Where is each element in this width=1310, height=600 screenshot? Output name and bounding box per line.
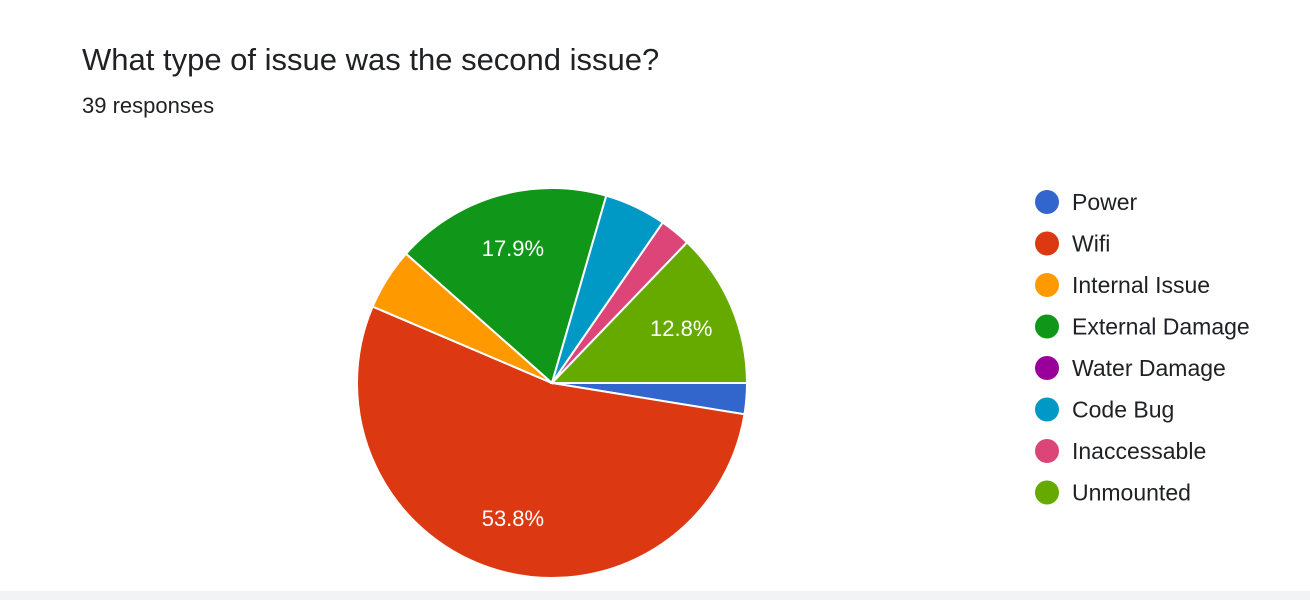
- pie-labels: 53.8% 17.9% 12.8%: [482, 236, 713, 531]
- pie-slice-external-damage[interactable]: [404, 187, 608, 385]
- question-title: What type of issue was the second issue?: [82, 42, 660, 77]
- legend-label: Water Damage: [1072, 355, 1226, 381]
- legend-label: Wifi: [1072, 231, 1110, 257]
- legend-swatch: [1035, 273, 1059, 297]
- legend-label: Power: [1072, 189, 1138, 215]
- legend-swatch: [1035, 439, 1059, 463]
- legend-label: External Damage: [1072, 314, 1250, 340]
- legend-item-water-damage[interactable]: Water Damage: [1035, 355, 1226, 381]
- pie-slice-wifi[interactable]: [356, 305, 746, 579]
- legend-item-inaccessable[interactable]: Inaccessable: [1035, 438, 1206, 464]
- legend-swatch: [1035, 190, 1059, 214]
- bottom-divider: [0, 591, 1310, 600]
- response-count: 39 responses: [82, 93, 215, 118]
- legend-item-internal-issue[interactable]: Internal Issue: [1035, 272, 1210, 298]
- chart-legend: Power Wifi Internal Issue External Damage Wa…: [1035, 189, 1250, 506]
- legend-swatch: [1035, 314, 1059, 339]
- pie-label-unmounted: 12.8%: [650, 316, 712, 341]
- legend-swatch: [1035, 397, 1059, 422]
- pie-label-wifi: 53.8%: [482, 506, 544, 531]
- legend-item-power[interactable]: Power: [1035, 189, 1138, 215]
- legend-label: Unmounted: [1072, 480, 1191, 506]
- legend-label: Inaccessable: [1072, 438, 1206, 464]
- legend-swatch: [1035, 356, 1059, 380]
- pie-label-external-damage: 17.9%: [482, 236, 544, 261]
- pie-slice-unmounted[interactable]: [549, 240, 749, 384]
- legend-item-wifi[interactable]: Wifi: [1035, 231, 1110, 257]
- legend-label: Code Bug: [1072, 397, 1174, 423]
- legend-item-external-damage[interactable]: External Damage: [1035, 314, 1250, 340]
- pie-slices: [356, 187, 749, 579]
- legend-swatch: [1035, 231, 1059, 256]
- legend-label: Internal Issue: [1072, 272, 1210, 298]
- legend-swatch: [1035, 480, 1059, 505]
- legend-item-code-bug[interactable]: Code Bug: [1035, 397, 1174, 423]
- legend-item-unmounted[interactable]: Unmounted: [1035, 480, 1191, 506]
